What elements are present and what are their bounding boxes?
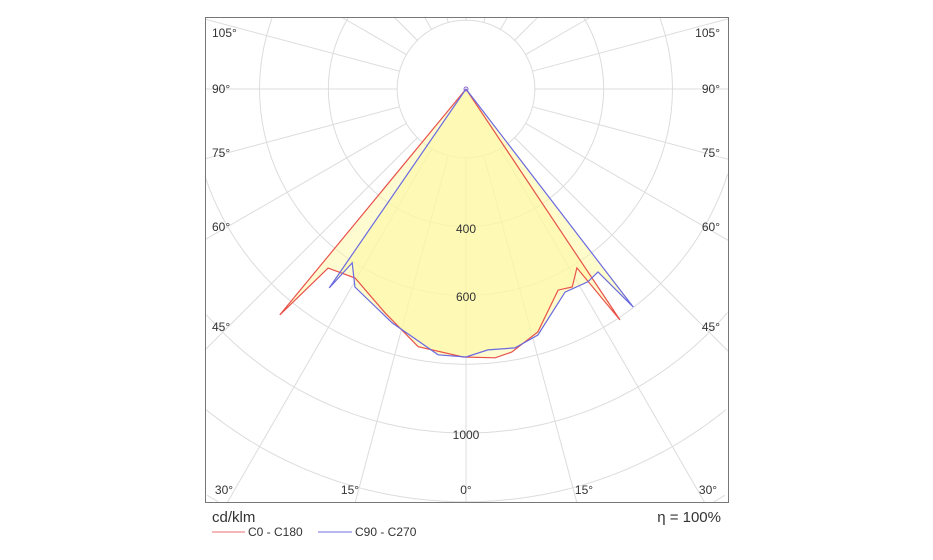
unit-label: cd/klm bbox=[212, 509, 255, 526]
radial-gridline bbox=[204, 18, 400, 72]
plot-frame bbox=[205, 17, 729, 503]
center-marker bbox=[463, 86, 469, 92]
angle-label-right: 75° bbox=[702, 146, 720, 160]
series-line-1 bbox=[328, 88, 634, 358]
radial-tick-label: 400 bbox=[456, 222, 476, 236]
angle-label-left: 105° bbox=[212, 26, 237, 40]
circle-gridline bbox=[396, 19, 536, 159]
radial-gridline bbox=[525, 16, 591, 56]
radial-gridline bbox=[341, 16, 407, 56]
circle-gridline bbox=[206, 314, 466, 434]
radial-tick-label: 600 bbox=[456, 290, 476, 304]
angle-label-left: 90° bbox=[212, 82, 230, 96]
angle-label-bottom: 30° bbox=[699, 483, 717, 497]
series-line-0 bbox=[279, 88, 621, 359]
radial-gridline bbox=[423, 16, 433, 30]
radial-gridline bbox=[525, 122, 729, 241]
radial-gridline bbox=[393, 16, 418, 41]
radial-gridline bbox=[532, 106, 729, 160]
circle-gridline bbox=[204, 176, 466, 365]
radial-gridline bbox=[514, 16, 539, 41]
radial-gridline bbox=[514, 137, 729, 352]
circle-gridline bbox=[466, 173, 729, 365]
angle-label-bottom: 15° bbox=[575, 483, 593, 497]
legend-label-c0: C0 - C180 bbox=[248, 525, 303, 539]
angle-label-left: 60° bbox=[212, 220, 230, 234]
circle-gridline bbox=[206, 494, 219, 503]
angle-label-right: 105° bbox=[695, 26, 720, 40]
radial-gridline bbox=[204, 137, 418, 351]
radial-gridline bbox=[499, 16, 509, 30]
efficiency-label: η = 100% bbox=[657, 509, 721, 526]
legend-label-c90: C90 - C270 bbox=[355, 525, 417, 539]
radial-tick-label: 1000 bbox=[453, 428, 480, 442]
angle-label-left: 75° bbox=[212, 146, 230, 160]
circle-gridline bbox=[466, 312, 728, 434]
angle-label-bottom: 30° bbox=[215, 483, 233, 497]
radial-gridline bbox=[204, 106, 400, 160]
radial-gridline bbox=[204, 122, 407, 241]
angle-label-bottom: 0° bbox=[460, 483, 472, 497]
radial-gridline bbox=[532, 18, 729, 72]
series-fill-1 bbox=[329, 89, 634, 357]
circle-gridline bbox=[713, 494, 726, 503]
angle-label-right: 90° bbox=[702, 82, 720, 96]
angle-label-left: 45° bbox=[212, 320, 230, 334]
angle-label-right: 60° bbox=[702, 220, 720, 234]
angle-label-right: 45° bbox=[702, 320, 720, 334]
angle-label-bottom: 15° bbox=[341, 483, 359, 497]
circle-gridline bbox=[205, 409, 466, 503]
circle-gridline bbox=[466, 409, 727, 503]
